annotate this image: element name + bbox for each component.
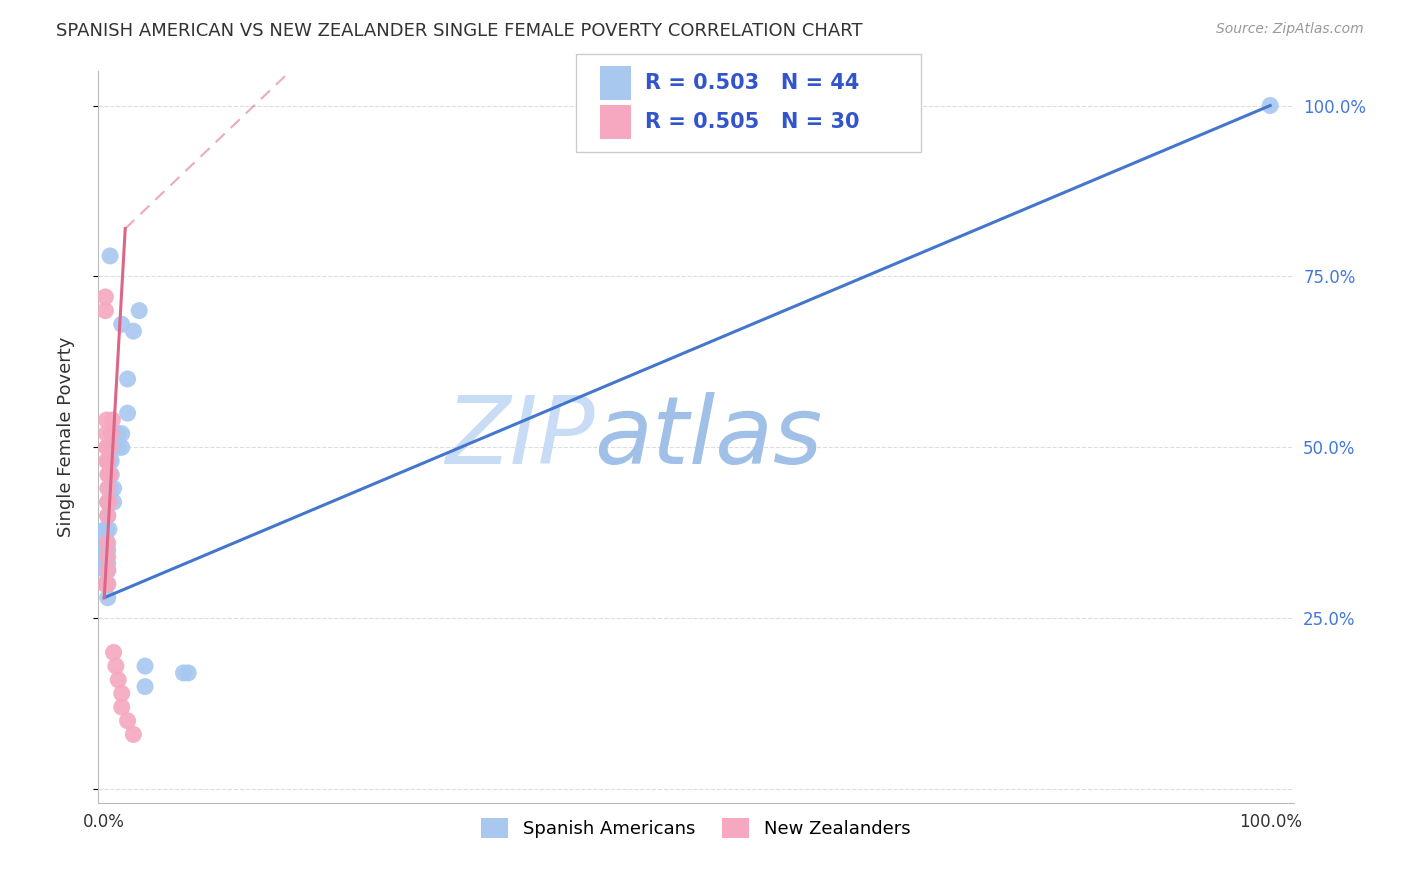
- Point: [101, 426, 124, 441]
- Point: [96, 440, 118, 454]
- Point: [100, 467, 122, 482]
- Point: [103, 495, 125, 509]
- Point: [98, 249, 121, 263]
- Point: [97, 495, 120, 509]
- Point: [117, 372, 139, 386]
- Point: [97, 508, 120, 523]
- Point: [134, 680, 156, 694]
- Point: [97, 508, 120, 523]
- Point: [94, 542, 117, 557]
- Point: [96, 413, 118, 427]
- Point: [107, 440, 129, 454]
- Point: [97, 542, 120, 557]
- Point: [122, 324, 145, 338]
- Text: Source: ZipAtlas.com: Source: ZipAtlas.com: [1216, 22, 1364, 37]
- Point: [103, 645, 125, 659]
- Point: [104, 440, 127, 454]
- Point: [94, 529, 117, 543]
- Point: [97, 563, 120, 577]
- Point: [97, 495, 120, 509]
- Point: [98, 481, 121, 495]
- Text: R = 0.503   N = 44: R = 0.503 N = 44: [645, 73, 859, 93]
- Point: [98, 440, 121, 454]
- Point: [107, 673, 129, 687]
- Point: [111, 426, 134, 441]
- Point: [97, 536, 120, 550]
- Point: [96, 426, 118, 441]
- Point: [173, 665, 195, 680]
- Text: SPANISH AMERICAN VS NEW ZEALANDER SINGLE FEMALE POVERTY CORRELATION CHART: SPANISH AMERICAN VS NEW ZEALANDER SINGLE…: [56, 22, 863, 40]
- Point: [97, 481, 120, 495]
- Point: [97, 481, 120, 495]
- Point: [103, 481, 125, 495]
- Point: [97, 577, 120, 591]
- Point: [97, 563, 120, 577]
- Point: [94, 303, 117, 318]
- Point: [128, 303, 150, 318]
- Point: [97, 467, 120, 482]
- Point: [1258, 98, 1281, 112]
- Point: [111, 700, 134, 714]
- Point: [101, 440, 124, 454]
- Point: [98, 454, 121, 468]
- Point: [94, 557, 117, 571]
- Point: [97, 549, 120, 564]
- Point: [122, 727, 145, 741]
- Point: [111, 686, 134, 700]
- Point: [94, 577, 117, 591]
- Point: [97, 577, 120, 591]
- Point: [117, 714, 139, 728]
- Point: [96, 522, 118, 536]
- Point: [97, 440, 120, 454]
- Point: [97, 454, 120, 468]
- Point: [94, 522, 117, 536]
- Point: [96, 454, 118, 468]
- Point: [104, 426, 127, 441]
- Point: [97, 495, 120, 509]
- Point: [107, 426, 129, 441]
- Point: [98, 467, 121, 482]
- Point: [100, 454, 122, 468]
- Point: [97, 467, 120, 482]
- Point: [96, 536, 118, 550]
- Point: [104, 659, 127, 673]
- Point: [98, 467, 121, 482]
- Y-axis label: Single Female Poverty: Single Female Poverty: [56, 337, 75, 537]
- Text: atlas: atlas: [595, 392, 823, 483]
- Text: ZIP: ZIP: [444, 392, 595, 483]
- Point: [97, 557, 120, 571]
- Point: [94, 290, 117, 304]
- Point: [97, 522, 120, 536]
- Point: [177, 665, 200, 680]
- Text: R = 0.505   N = 30: R = 0.505 N = 30: [645, 112, 860, 132]
- Point: [111, 318, 134, 332]
- Point: [96, 563, 118, 577]
- Point: [100, 426, 122, 441]
- Point: [97, 591, 120, 605]
- Legend: Spanish Americans, New Zealanders: Spanish Americans, New Zealanders: [474, 811, 918, 845]
- Point: [94, 563, 117, 577]
- Point: [97, 495, 120, 509]
- Point: [94, 577, 117, 591]
- Point: [96, 577, 118, 591]
- Point: [111, 440, 134, 454]
- Point: [96, 549, 118, 564]
- Point: [101, 413, 124, 427]
- Point: [134, 659, 156, 673]
- Point: [117, 406, 139, 420]
